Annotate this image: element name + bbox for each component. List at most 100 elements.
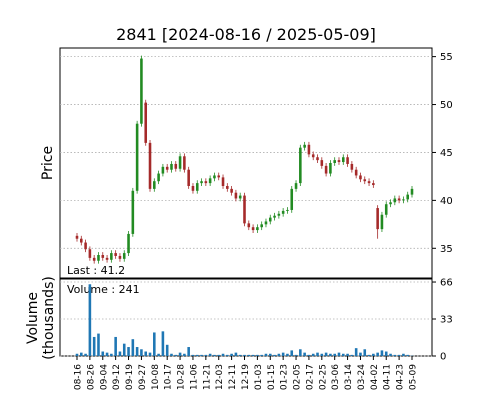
candle-body — [316, 157, 319, 161]
volume-bar — [105, 352, 109, 356]
candle-body — [88, 249, 92, 258]
candle-body — [170, 163, 173, 170]
x-tick-label: 09-19 — [125, 364, 135, 390]
last-volume: Volume : 241 — [67, 283, 140, 296]
volume-bar — [213, 354, 216, 356]
x-tick-label: 12-11 — [228, 364, 238, 390]
volume-bar — [122, 343, 126, 356]
candle-body — [243, 195, 246, 224]
volume-bar — [389, 353, 392, 356]
candle-body — [320, 160, 324, 166]
x-tick-label: 02-05 — [293, 364, 303, 390]
y-axis-label: Price — [40, 146, 56, 180]
volume-bar — [153, 332, 156, 356]
volume-bar — [316, 352, 319, 356]
volume-bar — [299, 349, 302, 356]
candle-body — [226, 186, 229, 189]
y-tick-label: 55 — [440, 52, 453, 63]
y-tick-label: 66 — [440, 278, 453, 289]
volume-bar — [165, 344, 169, 356]
candle-body — [333, 160, 336, 163]
volume-bar — [402, 353, 405, 356]
candle-body — [303, 144, 306, 148]
x-tick-label: 09-12 — [112, 364, 122, 390]
candle-body — [337, 160, 341, 163]
candle-body — [238, 195, 242, 199]
candle-body — [135, 123, 139, 191]
volume-axis-label: (thousands) — [41, 276, 57, 360]
volume-bar — [204, 354, 208, 356]
volume-bar — [140, 349, 143, 356]
y-tick-label: 0 — [440, 352, 446, 363]
candle-body — [372, 183, 375, 186]
candle-body — [341, 157, 345, 163]
candle-body — [329, 163, 332, 174]
candle-body — [157, 173, 160, 182]
volume-bar — [157, 353, 160, 356]
volume-bar — [135, 347, 139, 356]
candle-body — [281, 210, 285, 214]
volume-bar — [110, 353, 113, 356]
volume-bar — [397, 354, 401, 356]
volume-bar — [286, 353, 289, 356]
x-tick-label: 01-03 — [254, 364, 264, 390]
x-tick-label: 09-04 — [99, 364, 109, 390]
x-tick-label: 02-25 — [318, 364, 328, 390]
candle-body — [97, 255, 100, 261]
candle-body — [260, 224, 263, 228]
candle-body — [380, 214, 384, 230]
volume-bar — [243, 354, 246, 356]
volume-bar — [264, 353, 268, 356]
candle-body — [148, 142, 152, 189]
volume-bar — [320, 353, 324, 356]
candle-body — [346, 157, 349, 164]
volume-axis-label: Volume — [25, 292, 41, 344]
volume-bar — [256, 354, 259, 356]
volume-bar — [324, 352, 328, 356]
volume-bar — [118, 351, 122, 356]
candle-body — [101, 255, 105, 258]
x-tick-label: 04-11 — [383, 364, 393, 390]
volume-bar — [247, 354, 251, 356]
candle-body — [122, 253, 126, 259]
volume-bar — [127, 347, 130, 356]
candle-body — [273, 215, 276, 218]
x-tick-label: 09-27 — [138, 364, 148, 390]
volume-bar — [75, 353, 79, 356]
x-tick-label: 08-26 — [86, 364, 96, 390]
candle-body — [140, 58, 143, 124]
candle-body — [221, 177, 225, 186]
x-tick-label: 10-17 — [164, 364, 174, 390]
volume-bar — [277, 353, 281, 356]
candle-body — [200, 181, 203, 184]
volume-bar — [341, 353, 345, 356]
volume-bar — [226, 354, 229, 356]
candle-body — [161, 166, 165, 174]
candle-body — [277, 213, 281, 216]
x-tick-label: 01-23 — [280, 364, 290, 390]
x-tick-label: 12-03 — [215, 364, 225, 390]
volume-bar — [281, 352, 285, 356]
candle-body — [92, 257, 96, 261]
candle-body — [268, 217, 272, 222]
volume-bar — [268, 353, 272, 356]
volume-bar — [406, 354, 409, 356]
candle-body — [105, 257, 109, 260]
candle-body — [153, 181, 156, 189]
volume-bar — [217, 354, 221, 356]
candle-body — [195, 183, 199, 191]
volume-bar — [191, 354, 195, 356]
volume-bar — [393, 354, 397, 356]
volume-bar — [376, 352, 379, 356]
volume-bar — [178, 352, 182, 356]
y-tick-label: 45 — [440, 148, 453, 159]
volume-bar — [307, 354, 311, 356]
volume-bar — [260, 354, 263, 356]
candle-body — [187, 169, 190, 186]
candle-body — [311, 154, 315, 158]
candle-body — [286, 209, 289, 211]
candle-body — [118, 255, 122, 259]
candle-body — [294, 183, 298, 189]
candle-body — [367, 181, 371, 184]
candle-body — [208, 178, 212, 184]
